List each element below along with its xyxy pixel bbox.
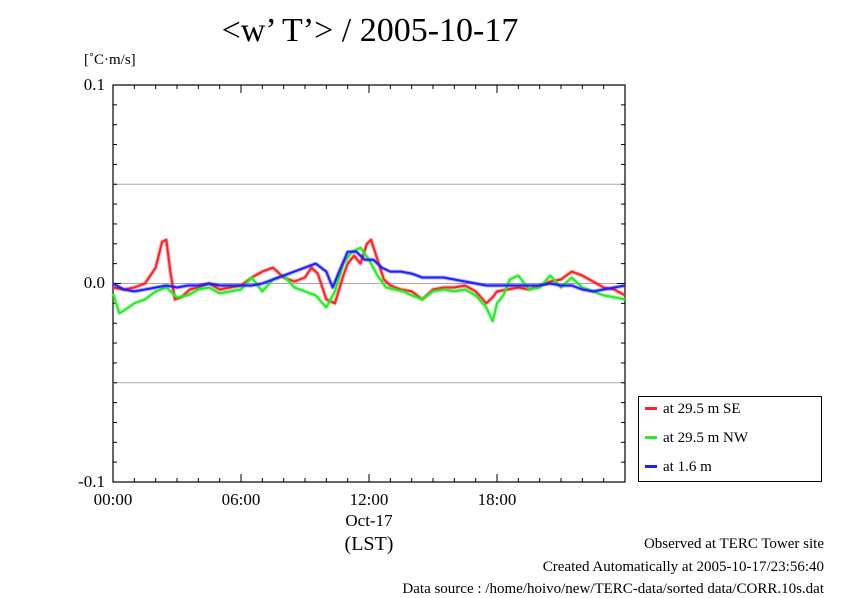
x-tick-label-0600: 06:00	[221, 490, 261, 509]
chart-title: <w’ T’> / 2005-10-17	[221, 12, 519, 49]
x-tick-label-1800: 18:00	[477, 490, 517, 509]
footer-source: Data source : /home/hoivo/new/TERC-data/…	[402, 581, 824, 597]
x-date-label: Oct-17	[345, 511, 393, 530]
legend-swatch-1-6m	[645, 465, 657, 469]
y-tick-label-top: 0.1	[83, 75, 105, 94]
y-tick-label-zero: 0.0	[83, 273, 105, 292]
legend-item-nw: at 29.5 m NW	[645, 430, 748, 447]
x-axis-label: (LST)	[344, 533, 394, 555]
legend-swatch-nw	[645, 436, 657, 440]
legend: at 29.5 m SE at 29.5 m NW at 1.6 m	[638, 396, 822, 482]
series-line-0	[112, 238, 626, 305]
footer-site: Observed at TERC Tower site	[643, 536, 824, 552]
legend-label-nw: at 29.5 m NW	[663, 430, 748, 446]
x-tick-label-0000: 00:00	[93, 490, 133, 509]
series-line-1	[112, 246, 626, 323]
legend-item-1-6m: at 1.6 m	[645, 459, 712, 476]
series-line-2	[112, 250, 626, 293]
legend-label-1-6m: at 1.6 m	[663, 459, 712, 475]
x-tick-label-1200: 12:00	[349, 490, 389, 509]
footer-created: Created Automatically at 2005-10-17/23:5…	[542, 559, 824, 575]
legend-swatch-se	[645, 407, 657, 411]
legend-item-se: at 29.5 m SE	[645, 401, 741, 418]
legend-label-se: at 29.5 m SE	[663, 401, 741, 417]
y-tick-label-bottom: -0.1	[78, 472, 105, 491]
y-axis-unit: [˚C·m/s]	[84, 52, 136, 68]
